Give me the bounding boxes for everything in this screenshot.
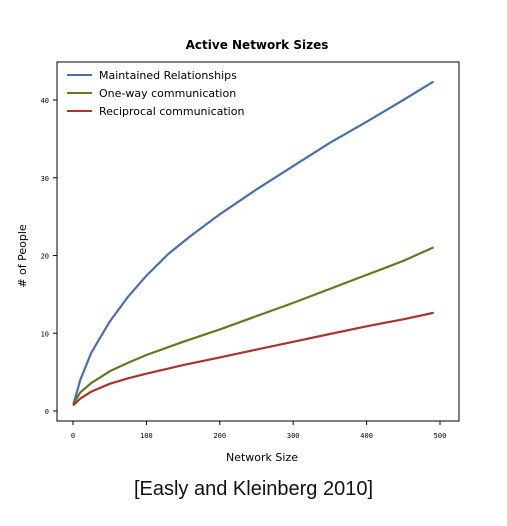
y-tick-label: 30 <box>41 175 49 183</box>
x-tick-label: 100 <box>140 432 153 440</box>
y-tick-label: 20 <box>41 253 49 261</box>
x-tick-label: 200 <box>213 432 226 440</box>
series-line <box>72 246 434 405</box>
legend-label: Maintained Relationships <box>99 69 237 82</box>
line-chart: Active Network Sizes 0 100 200 300 400 500 0 10… <box>16 38 460 464</box>
legend-label: Reciprocal communication <box>99 105 244 118</box>
series-lines <box>72 81 434 406</box>
y-tick-label: 40 <box>41 97 49 105</box>
y-tick-label: 0 <box>45 408 49 416</box>
chart-title: Active Network Sizes <box>186 38 329 52</box>
x-tick-label: 400 <box>360 432 373 440</box>
plot-frame <box>56 61 460 422</box>
citation-caption: [Easly and Kleinberg 2010] <box>133 478 374 500</box>
legend-label: One-way communication <box>99 87 236 100</box>
x-tick-label: 300 <box>287 432 300 440</box>
y-tick-label: 10 <box>41 330 49 338</box>
series-line <box>72 311 434 406</box>
legend: Maintained Relationships One-way communic… <box>67 69 244 118</box>
y-axis-label: # of People <box>16 224 29 288</box>
x-tick-label: 500 <box>434 432 447 440</box>
series-line <box>72 81 434 405</box>
x-tick-label: 0 <box>71 432 75 440</box>
x-axis-label: Network Size <box>226 451 298 464</box>
axis-ticks: 0 100 200 300 400 500 0 10 20 30 40 <box>41 97 447 440</box>
